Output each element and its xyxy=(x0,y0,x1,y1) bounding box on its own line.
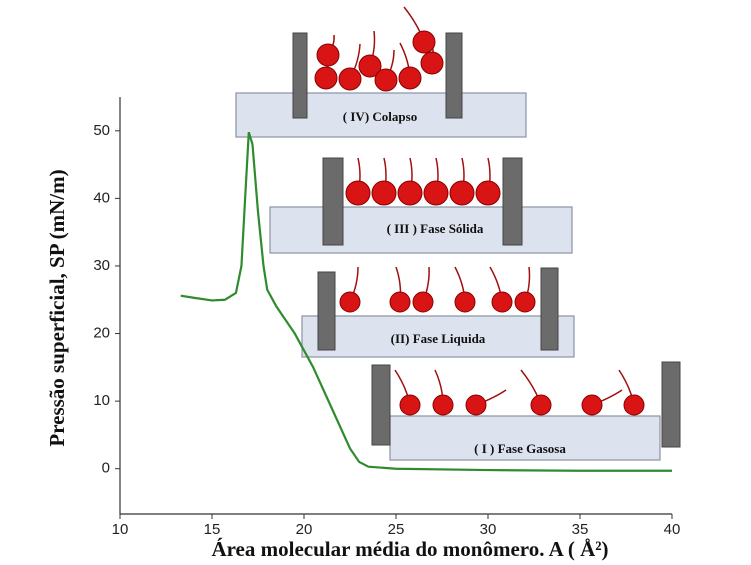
barrier xyxy=(372,365,390,445)
x-tick-label: 25 xyxy=(388,521,405,538)
headgroup xyxy=(398,181,422,205)
y-tick-label: 40 xyxy=(93,189,110,206)
barrier xyxy=(318,272,335,350)
x-tick-label: 40 xyxy=(664,521,681,538)
headgroup xyxy=(582,395,602,415)
barrier xyxy=(446,33,462,118)
barrier xyxy=(323,158,343,245)
headgroup xyxy=(492,292,512,312)
headgroup xyxy=(466,395,486,415)
headgroup xyxy=(390,292,410,312)
barrier xyxy=(662,362,680,447)
headgroup xyxy=(531,395,551,415)
inset-label: ( III ) Fase Sólida xyxy=(387,221,484,236)
headgroup xyxy=(515,292,535,312)
headgroup xyxy=(340,292,360,312)
y-tick-label: 0 xyxy=(102,460,110,477)
barrier xyxy=(503,158,522,245)
x-tick-label: 30 xyxy=(480,521,497,538)
headgroup xyxy=(399,67,421,89)
headgroup xyxy=(315,67,337,89)
x-tick-label: 10 xyxy=(112,521,129,538)
y-tick-label: 20 xyxy=(93,325,110,342)
headgroup xyxy=(455,292,475,312)
inset-label: ( I ) Fase Gasosa xyxy=(474,441,566,456)
headgroup xyxy=(450,181,474,205)
y-axis-label: Pressão superficial, SP (mN/m) xyxy=(45,169,69,446)
headgroup xyxy=(375,69,397,91)
headgroup xyxy=(424,181,448,205)
chart: Área molecular média do monômero. A ( Å²… xyxy=(0,0,751,565)
headgroup xyxy=(433,395,453,415)
headgroup xyxy=(413,292,433,312)
x-tick-label: 20 xyxy=(296,521,313,538)
barrier xyxy=(541,268,558,350)
headgroup xyxy=(476,181,500,205)
x-tick-label: 35 xyxy=(572,521,589,538)
x-axis-label: Área molecular média do monômero. A ( Å²… xyxy=(211,537,608,561)
inset-label: (II) Fase Liquida xyxy=(391,331,486,346)
headgroup xyxy=(339,68,361,90)
x-tick-label: 15 xyxy=(204,521,221,538)
barrier xyxy=(293,33,307,118)
headgroup xyxy=(624,395,644,415)
y-tick-label: 30 xyxy=(93,257,110,274)
headgroup xyxy=(372,181,396,205)
headgroup xyxy=(400,395,420,415)
y-tick-label: 10 xyxy=(93,392,110,409)
headgroup xyxy=(421,52,443,74)
inset-label: ( IV) Colapso xyxy=(343,109,417,124)
headgroup xyxy=(346,181,370,205)
headgroup xyxy=(317,44,339,66)
y-tick-label: 50 xyxy=(93,122,110,139)
headgroup xyxy=(413,31,435,53)
